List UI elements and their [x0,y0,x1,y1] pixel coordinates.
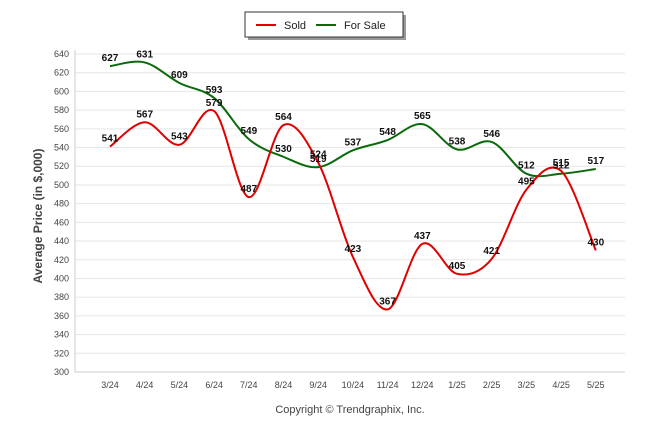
data-label-sold: 423 [345,244,362,255]
data-label-sold: 567 [136,109,153,120]
legend-label-for-sale: For Sale [344,20,386,32]
x-tick-label: 10/24 [342,380,365,390]
x-tick-label: 5/25 [587,380,605,390]
data-label-sold: 487 [240,184,257,195]
data-label-for-sale: 512 [518,161,535,172]
x-tick-label: 12/24 [411,380,434,390]
x-tick-label: 2/25 [483,380,501,390]
y-tick-label: 540 [54,143,69,153]
data-label-for-sale: 538 [449,136,466,147]
axes [74,50,625,373]
data-label-for-sale: 512 [553,161,570,172]
data-label-for-sale: 530 [275,144,292,155]
legend-label-sold: Sold [284,20,306,32]
data-label-for-sale: 631 [136,49,153,60]
data-label-sold: 430 [587,237,604,248]
series-lines [109,60,597,311]
data-label-sold: 543 [171,132,188,143]
y-tick-label: 500 [54,180,69,190]
x-tick-label: 9/24 [309,380,327,390]
y-tick-label: 560 [54,124,69,134]
data-label-sold: 564 [275,112,292,123]
data-label-for-sale: 549 [240,126,257,137]
y-tick-label: 460 [54,217,69,227]
y-tick-label: 380 [54,292,69,302]
x-tick-label: 1/25 [448,380,466,390]
data-label-sold: 367 [379,296,396,307]
x-tick-labels: 3/24 4/24 5/24 6/24 7/24 8/24 9/24 10/24 11/24 12… [101,380,604,390]
x-tick-label: 3/24 [101,380,119,390]
data-label-sold: 421 [483,246,500,257]
y-tick-label: 640 [54,49,69,59]
y-axis-title: Average Price (in $,000) [31,149,45,284]
grid [75,53,625,373]
y-tick-label: 480 [54,199,69,209]
x-tick-label: 4/25 [552,380,570,390]
y-tick-label: 580 [54,105,69,115]
y-tick-label: 600 [54,86,69,96]
data-label-sold: 515 [553,158,570,169]
data-label-sold: 579 [206,98,223,109]
copyright-text: Copyright © Trendgraphix, Inc. [275,404,424,416]
data-label-for-sale: 565 [414,111,431,122]
x-tick-label: 3/25 [518,380,536,390]
x-tick-label: 7/24 [240,380,258,390]
y-tick-labels: 300 320 340 360 380 400 420 440 460 480 500 520 540 5… [54,49,69,377]
x-tick-label: 8/24 [275,380,293,390]
data-label-for-sale: 546 [483,129,500,140]
y-tick-label: 440 [54,236,69,246]
data-label-sold: 541 [102,134,119,145]
y-tick-label: 300 [54,367,69,377]
x-tick-label: 5/24 [171,380,189,390]
y-tick-label: 620 [54,68,69,78]
data-label-for-sale: 609 [171,70,188,81]
data-label-for-sale: 517 [587,156,604,167]
x-tick-label: 4/24 [136,380,154,390]
data-label-for-sale: 627 [102,53,119,64]
x-tick-label: 11/24 [377,380,399,390]
series-line-sold [109,108,597,311]
legend: Sold For Sale [244,11,406,40]
y-tick-label: 520 [54,161,69,171]
data-label-for-sale: 548 [379,127,396,138]
series-line-for-sale [109,60,596,178]
data-label-sold: 495 [518,177,535,188]
y-tick-label: 340 [54,330,69,340]
y-tick-label: 360 [54,311,69,321]
data-label-sold: 437 [414,231,431,242]
data-label-for-sale: 519 [310,154,327,165]
data-label-sold: 405 [449,261,466,272]
x-tick-label: 6/24 [205,380,223,390]
y-tick-label: 420 [54,255,69,265]
data-labels: 541 567 543 579 487 564 524 423 367 437 405 421 495 5… [102,49,605,307]
y-tick-label: 320 [54,348,69,358]
data-label-sold: 524 [310,149,327,160]
data-label-for-sale: 593 [206,85,223,96]
y-tick-label: 400 [54,273,69,283]
data-label-for-sale: 537 [345,137,362,148]
